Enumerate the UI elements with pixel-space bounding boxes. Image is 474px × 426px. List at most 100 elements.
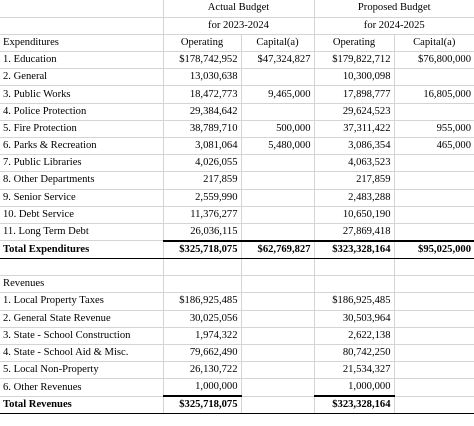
actual-revenue-value: 79,662,490	[163, 344, 242, 363]
actual-budget-period: for 2023-2024	[163, 17, 315, 35]
expenditure-label: 1. Education	[0, 51, 164, 70]
proposed-revenue-value: 80,742,250	[314, 344, 395, 363]
revenue-row: 4. State - School Aid & Misc. 79,662,490 8…	[0, 344, 474, 363]
total-actual-revenue: $325,718,075	[163, 395, 242, 415]
expenditure-row: 11. Long Term Debt 26,036,115 27,869,418	[0, 223, 474, 242]
actual-operating-value: 13,030,638	[163, 68, 242, 87]
expenditure-row: 5. Fire Protection 38,789,710 500,000 37,31…	[0, 120, 474, 139]
expenditure-label: 4. Police Protection	[0, 103, 164, 121]
actual-operating-value: 11,376,277	[163, 206, 242, 224]
header-row-period: for 2023-2024 for 2024-2025	[0, 17, 474, 35]
expenditure-row: 2. General 13,030,638 10,300,098	[0, 68, 474, 87]
proposed-capital-value	[394, 223, 474, 242]
actual-capital-value: $47,324,827	[241, 51, 315, 70]
spacer-row	[0, 258, 474, 277]
proposed-capital-value	[394, 68, 474, 87]
total-revenues-label: Total Revenues	[0, 396, 164, 415]
revenue-label: 2. General State Revenue	[0, 310, 164, 328]
actual-revenue-value: $186,925,485	[163, 292, 242, 311]
actual-operating-value: $178,742,952	[163, 51, 242, 70]
proposed-capital-value	[394, 154, 474, 173]
proposed-revenue-value: $186,925,485	[314, 292, 395, 311]
actual-capital-value	[241, 68, 315, 87]
proposed-operating-value: 3,086,354	[314, 137, 395, 156]
actual-operating-value: 4,026,055	[163, 154, 242, 173]
total-expenditures-row: Total Expenditures $325,718,075 $62,769,82…	[0, 239, 474, 259]
actual-capital-value	[241, 189, 315, 207]
proposed-budget-title: Proposed Budget	[314, 0, 474, 18]
expenditure-label: 6. Parks & Recreation	[0, 137, 164, 156]
proposed-capital-value: 16,805,000	[394, 85, 474, 104]
expenditure-label: 3. Public Works	[0, 85, 164, 104]
revenue-label: 4. State - School Aid & Misc.	[0, 344, 164, 363]
expenditure-row: 4. Police Protection 29,384,642 29,624,523	[0, 103, 474, 121]
proposed-operating-header: Operating	[314, 34, 395, 53]
expenditure-label: 8. Other Departments	[0, 171, 164, 190]
expenditure-row: 8. Other Departments 217,859 217,859	[0, 171, 474, 190]
actual-revenue-value: 26,130,722	[163, 361, 242, 380]
actual-capital-value: 9,465,000	[241, 85, 315, 104]
proposed-operating-value: 2,483,288	[314, 189, 395, 207]
actual-capital-value	[241, 171, 315, 190]
proposed-operating-value: 217,859	[314, 171, 395, 190]
proposed-capital-value	[394, 103, 474, 121]
actual-capital-value	[241, 206, 315, 224]
header-row-columns: Expenditures Operating Capital(a) Operat…	[0, 34, 474, 53]
proposed-capital-value	[394, 206, 474, 224]
total-actual-operating: $325,718,075	[163, 239, 242, 259]
proposed-capital-value: $76,800,000	[394, 51, 474, 70]
proposed-operating-value: 10,300,098	[314, 68, 395, 87]
proposed-revenue-value: 30,503,964	[314, 310, 395, 328]
expenditure-row: 9. Senior Service 2,559,990 2,483,288	[0, 189, 474, 207]
expenditure-label: 7. Public Libraries	[0, 154, 164, 173]
proposed-budget-period: for 2024-2025	[314, 17, 474, 35]
revenue-label: 3. State - School Construction	[0, 327, 164, 345]
expenditures-section-label: Expenditures	[0, 34, 164, 53]
proposed-revenue-value: 1,000,000	[314, 378, 395, 397]
actual-capital-value	[241, 103, 315, 121]
revenue-row: 5. Local Non-Property 26,130,722 21,534,32…	[0, 361, 474, 380]
expenditure-row: 1. Education $178,742,952 $47,324,827 $179,…	[0, 51, 474, 70]
actual-operating-value: 3,081,064	[163, 137, 242, 156]
expenditure-label: 10. Debt Service	[0, 206, 164, 224]
actual-capital-value	[241, 154, 315, 173]
revenue-label: 6. Other Revenues	[0, 378, 164, 397]
actual-operating-value: 29,384,642	[163, 103, 242, 121]
revenue-label: 1. Local Property Taxes	[0, 292, 164, 311]
actual-revenue-value: 1,974,322	[163, 327, 242, 345]
total-proposed-operating: $323,328,164	[314, 239, 395, 259]
expenditure-label: 2. General	[0, 68, 164, 87]
actual-budget-title: Actual Budget	[163, 0, 315, 18]
proposed-revenue-value: 2,622,138	[314, 327, 395, 345]
total-revenues-row: Total Revenues $325,718,075 $323,328,164	[0, 395, 474, 415]
actual-operating-value: 18,472,773	[163, 85, 242, 104]
proposed-operating-value: 4,063,523	[314, 154, 395, 173]
expenditure-label: 11. Long Term Debt	[0, 223, 164, 242]
proposed-operating-value: 27,869,418	[314, 223, 395, 242]
proposed-capital-value	[394, 189, 474, 207]
expenditure-row: 7. Public Libraries 4,026,055 4,063,523	[0, 154, 474, 173]
proposed-capital-value	[394, 171, 474, 190]
actual-operating-value: 38,789,710	[163, 120, 242, 139]
proposed-operating-value: 17,898,777	[314, 85, 395, 104]
revenue-row: 1. Local Property Taxes $186,925,485 $186,…	[0, 292, 474, 311]
proposed-operating-value: 10,650,190	[314, 206, 395, 224]
revenue-row: 6. Other Revenues 1,000,000 1,000,000	[0, 378, 474, 397]
actual-operating-value: 26,036,115	[163, 223, 242, 242]
proposed-operating-value: $179,822,712	[314, 51, 395, 70]
actual-capital-value: 500,000	[241, 120, 315, 139]
expenditure-label: 5. Fire Protection	[0, 120, 164, 139]
expenditure-row: 10. Debt Service 11,376,277 10,650,190	[0, 206, 474, 224]
proposed-capital-value: 955,000	[394, 120, 474, 139]
expenditure-row: 3. Public Works 18,472,773 9,465,000 17,898…	[0, 85, 474, 104]
revenues-section-label: Revenues	[0, 275, 164, 294]
total-proposed-revenue: $323,328,164	[314, 395, 395, 415]
actual-operating-value: 2,559,990	[163, 189, 242, 207]
actual-capital-value: 5,480,000	[241, 137, 315, 156]
actual-operating-header: Operating	[163, 34, 242, 53]
revenue-row: 3. State - School Construction 1,974,322 2…	[0, 327, 474, 345]
proposed-revenue-value: 21,534,327	[314, 361, 395, 380]
actual-capital-header: Capital(a)	[241, 34, 315, 53]
proposed-operating-value: 37,311,422	[314, 120, 395, 139]
